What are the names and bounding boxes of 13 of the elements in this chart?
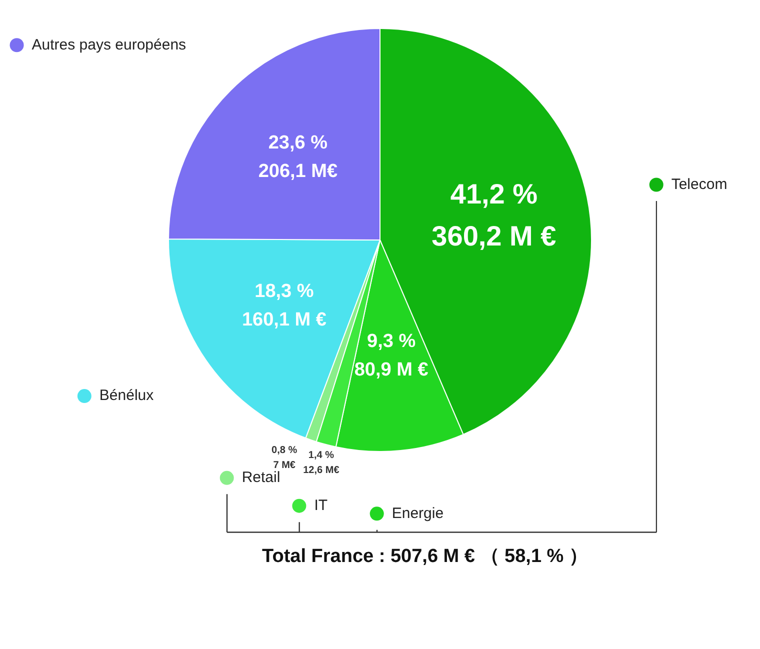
- data-label: 41,2 % 360,2 M €: [432, 178, 557, 252]
- data-label: 23,6 % 206,1 M€: [258, 132, 338, 182]
- legend-label: Autres pays européens: [32, 36, 186, 54]
- data-label: 1,4 % 12,6 M€: [303, 450, 340, 476]
- data-label: 9,3 % 80,9 M €: [354, 330, 429, 380]
- legend-label: Telecom: [671, 176, 728, 193]
- legend-label: Retail: [242, 469, 280, 486]
- data-label: 0,8 % 7 M€: [272, 445, 298, 472]
- legend-label: Bénélux: [99, 387, 154, 404]
- legend-label: Energie: [392, 504, 444, 522]
- text: Total France : 507,6 M € （ 58,1 % ）: [262, 546, 588, 568]
- legend-label: IT: [314, 496, 328, 514]
- data-label: 18,3 % 160,1 M €: [242, 281, 327, 331]
